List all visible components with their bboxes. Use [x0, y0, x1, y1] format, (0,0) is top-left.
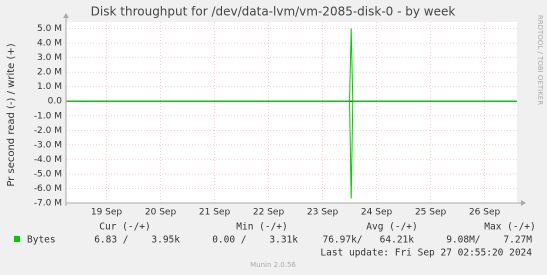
- y-tick-label: -3.0 M: [34, 140, 62, 150]
- axis-arrow: [521, 200, 526, 206]
- legend-swatch: [14, 236, 20, 242]
- y-tick-label: 4.0 M: [37, 39, 62, 49]
- y-tick-label: -6.0 M: [34, 184, 62, 194]
- chart-title: Disk throughput for /dev/data-lvm/vm-208…: [91, 5, 456, 19]
- last-update: Last update: Fri Sep 27 02:55:20 2024: [320, 248, 532, 259]
- axis-arrow: [63, 13, 69, 18]
- legend-header: Cur (-/+): [99, 222, 150, 233]
- x-tick-label: 19 Sep: [91, 208, 123, 218]
- x-tick-label: 21 Sep: [199, 208, 231, 218]
- y-tick-label: 1.0 M: [37, 82, 62, 92]
- plot: 5.0 M 4.0 M 3.0 M 2.0 M 1.0 M 0.0 -1.0 M -2.0 M…: [34, 13, 526, 218]
- legend-cell: 6.83 / 3.95k: [94, 235, 180, 246]
- footer: Munin 2.0.56: [250, 261, 296, 269]
- y-tick-label: -7.0 M: [34, 199, 62, 209]
- x-tick-label: 26 Sep: [469, 208, 501, 218]
- legend-header: Max (-/+): [484, 222, 535, 233]
- y-tick-label: 0.0: [48, 97, 63, 107]
- legend-header: Avg (-/+): [366, 222, 417, 233]
- x-tick-label: 24 Sep: [361, 208, 393, 218]
- y-tick-label: 3.0 M: [37, 53, 62, 63]
- x-tick-label: 20 Sep: [145, 208, 177, 218]
- y-tick-label: -2.0 M: [34, 126, 62, 136]
- plot-area: [66, 22, 517, 203]
- y-axis-label: Pr second read (-) / write (+): [6, 43, 17, 186]
- x-tick-label: 22 Sep: [253, 208, 285, 218]
- legend-label: Bytes: [27, 235, 56, 246]
- side-label: RRDTOOL / TOBI OETIKER: [536, 15, 544, 105]
- legend-cell: 9.08M/ 7.27M: [446, 235, 532, 246]
- y-tick-label: 2.0 M: [37, 68, 62, 78]
- y-tick-label: -5.0 M: [34, 169, 62, 179]
- legend-cell: 0.00 / 3.31k: [212, 235, 298, 246]
- y-tick-label: -1.0 M: [34, 111, 62, 121]
- x-tick-label: 25 Sep: [415, 208, 447, 218]
- y-tick-label: -4.0 M: [34, 155, 62, 165]
- x-tick-label: 23 Sep: [307, 208, 339, 218]
- legend-header: Min (-/+): [236, 222, 287, 233]
- legend-cell: 76.97k/ 64.21k: [322, 235, 414, 246]
- series-line: [66, 100, 518, 199]
- y-tick-label: 5.0 M: [37, 24, 62, 34]
